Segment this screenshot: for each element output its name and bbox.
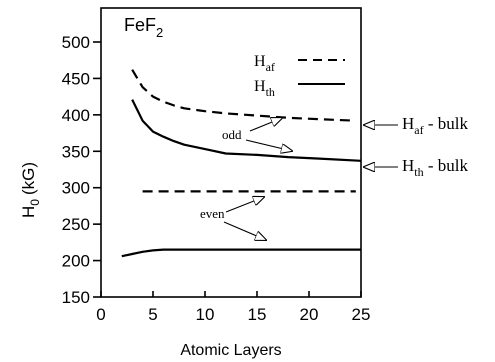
arrow-odd-to-hth	[245, 139, 292, 151]
legend-label-hth: Hth	[254, 78, 275, 99]
label-hth-bulk: Hth - bulk	[402, 156, 469, 179]
y-tick-label: 500	[62, 33, 90, 52]
plot-frame	[100, 7, 362, 298]
x-tick-label: 20	[300, 305, 319, 324]
label-haf-bulk: Haf - bulk	[402, 114, 468, 137]
y-tick-label: 300	[62, 179, 90, 198]
series-solid-even	[121, 248, 361, 258]
series-solid-odd	[131, 99, 362, 162]
x-tick-label: 25	[352, 305, 371, 324]
y-axis-label-unit: (kG)	[19, 162, 38, 195]
x-tick-label: 5	[148, 305, 157, 324]
arrow-odd-to-haf	[249, 118, 282, 132]
x-tick-label: 15	[248, 305, 267, 324]
legend-label-haf: Haf	[254, 53, 275, 74]
x-tick-label: 0	[96, 305, 105, 324]
arrow-even-upper	[225, 197, 264, 213]
y-axis-label-subscript: 0	[28, 199, 42, 206]
y-axis-label: H0(kG)	[19, 162, 42, 218]
x-tick-label: 10	[196, 305, 215, 324]
y-tick-label: 150	[62, 288, 90, 307]
y-tick-label: 450	[62, 69, 90, 88]
y-tick-label: 250	[62, 215, 90, 234]
annotation-odd: odd	[222, 127, 242, 142]
x-axis-label: Atomic Layers	[180, 342, 281, 359]
series-dashed-odd	[131, 69, 356, 122]
legend: Haf Hth	[254, 53, 345, 99]
y-tick-label: 400	[62, 106, 90, 125]
y-tick-label: 200	[62, 252, 90, 271]
chart-title-subscript: 2	[156, 25, 163, 40]
arrow-even-lower	[223, 221, 266, 240]
annotation-even: even	[200, 206, 225, 221]
chart-title: FeF2	[124, 15, 163, 40]
y-tick-label: 350	[62, 142, 90, 161]
